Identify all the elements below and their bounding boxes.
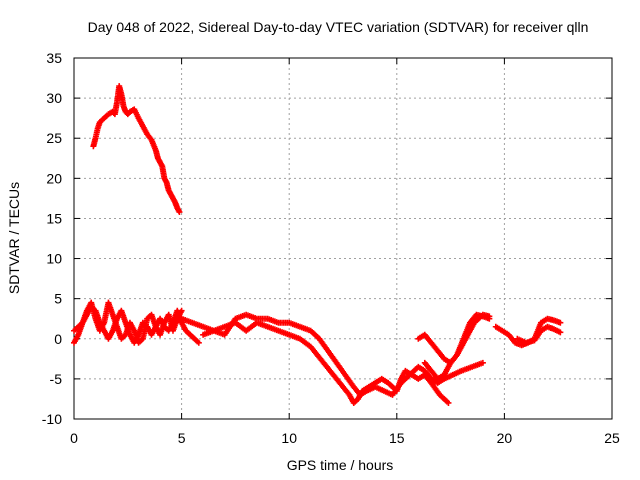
- y-tick-label: -10: [42, 411, 62, 427]
- x-tick-label: 0: [70, 430, 78, 446]
- y-tick-label: 20: [46, 170, 62, 186]
- x-tick-label: 20: [497, 430, 513, 446]
- axis-ticks: [73, 57, 613, 420]
- data-point: [557, 329, 564, 336]
- x-tick-labels: 0 5 10 15 20 25: [70, 430, 620, 446]
- y-tick-label: -5: [50, 371, 63, 387]
- x-tick-label: 15: [389, 430, 405, 446]
- data-point: [479, 359, 486, 366]
- y-tick-label: 15: [46, 210, 62, 226]
- data-point: [195, 339, 202, 346]
- y-axis-label: SDTVAR / TECUs: [6, 182, 22, 294]
- y-tick-label: 35: [46, 50, 62, 66]
- y-tick-label: 10: [46, 251, 62, 267]
- x-tick-label: 5: [178, 430, 186, 446]
- series-arc-7: [421, 311, 493, 382]
- data-point: [445, 399, 452, 406]
- y-tick-label: 0: [54, 331, 62, 347]
- x-axis-label: GPS time / hours: [287, 457, 394, 473]
- series-arc-9: [514, 323, 564, 346]
- data-points: [71, 83, 564, 406]
- y-tick-label: 25: [46, 130, 62, 146]
- data-point: [557, 319, 564, 326]
- plot-frame: [73, 57, 613, 420]
- data-point: [486, 313, 493, 320]
- y-tick-label: 30: [46, 90, 62, 106]
- chart-title: Day 048 of 2022, Sidereal Day-to-day VTE…: [88, 19, 589, 35]
- series-arc-1: [90, 83, 183, 216]
- x-tick-label: 25: [604, 430, 620, 446]
- gridlines: [74, 58, 612, 419]
- series-arc-3: [71, 299, 185, 346]
- y-tick-label: 5: [54, 291, 62, 307]
- x-tick-label: 10: [281, 430, 297, 446]
- data-point: [176, 209, 183, 216]
- y-tick-labels: -10 -5 0 5 10 15 20 25 30 35: [42, 50, 62, 427]
- data-point: [178, 307, 185, 314]
- series-arc-5: [200, 311, 486, 398]
